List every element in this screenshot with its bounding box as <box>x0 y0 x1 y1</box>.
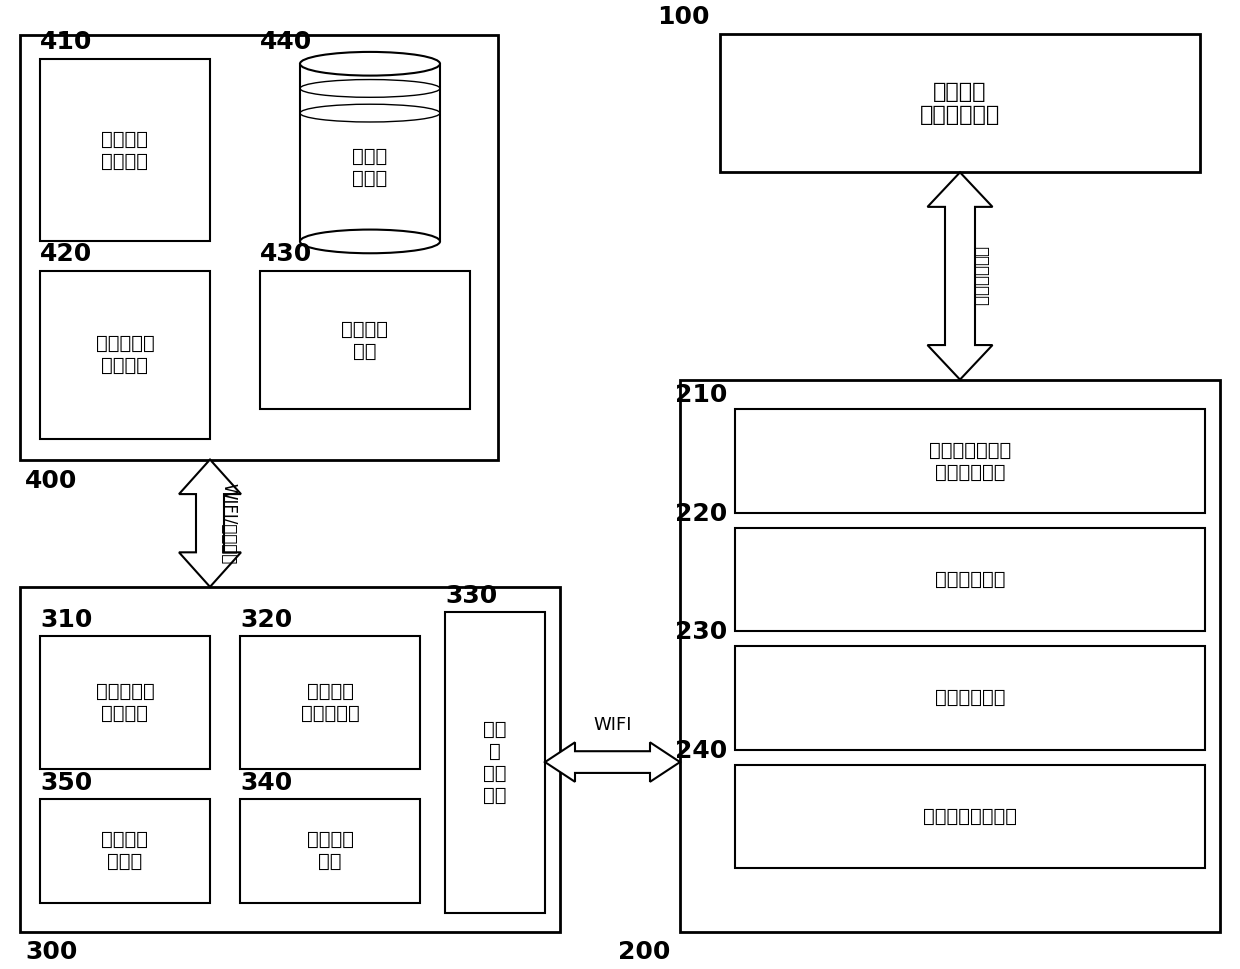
Text: 430: 430 <box>260 242 312 266</box>
Text: 100: 100 <box>657 5 711 29</box>
Bar <box>300 40 440 64</box>
Text: 作业指导书
生成下达: 作业指导书 生成下达 <box>95 334 154 375</box>
Text: 通讯
及
作业
控制: 通讯 及 作业 控制 <box>484 720 507 804</box>
Text: 底层硬件接口: 底层硬件接口 <box>971 246 990 306</box>
Ellipse shape <box>300 52 440 76</box>
Bar <box>735 646 1205 750</box>
Text: 350: 350 <box>40 771 92 796</box>
Text: WIFI/文件传送: WIFI/文件传送 <box>219 483 237 564</box>
Bar <box>241 799 420 903</box>
Text: 界面显示
及操作: 界面显示 及操作 <box>102 830 149 871</box>
Text: 作业指导书
配置解析: 作业指导书 配置解析 <box>95 682 154 723</box>
Text: 410: 410 <box>40 30 92 54</box>
Bar <box>720 34 1200 172</box>
Text: 310: 310 <box>40 609 92 633</box>
Bar <box>735 765 1205 868</box>
Text: 试验过程控制: 试验过程控制 <box>935 570 1006 589</box>
Ellipse shape <box>300 230 440 253</box>
Text: 作业指令
转换与存储: 作业指令 转换与存储 <box>300 682 360 723</box>
Text: 400: 400 <box>25 469 77 493</box>
Polygon shape <box>928 172 992 380</box>
Polygon shape <box>546 742 680 782</box>
Text: 240: 240 <box>675 738 727 763</box>
Bar <box>735 409 1205 513</box>
Bar <box>241 637 420 769</box>
Bar <box>40 799 210 903</box>
Text: 校验测试功能模块: 校验测试功能模块 <box>923 807 1017 826</box>
Text: 220: 220 <box>675 502 727 525</box>
Text: 440: 440 <box>260 30 312 54</box>
Text: 420: 420 <box>40 242 92 266</box>
Bar <box>445 611 546 913</box>
Text: WIFI: WIFI <box>593 716 631 735</box>
Text: 230: 230 <box>675 620 727 644</box>
Bar <box>20 35 498 459</box>
Text: 试验报告
生成: 试验报告 生成 <box>306 830 353 871</box>
Bar <box>735 528 1205 631</box>
Bar <box>40 59 210 241</box>
Text: 被测电网
继电保护系统: 被测电网 继电保护系统 <box>920 81 1001 125</box>
Text: 作业指令和数据
接收处理模块: 作业指令和数据 接收处理模块 <box>929 441 1011 482</box>
Bar <box>260 271 470 409</box>
Bar <box>300 64 440 241</box>
Text: 210: 210 <box>675 383 727 407</box>
Text: 300: 300 <box>25 940 77 964</box>
Bar <box>40 271 210 439</box>
Text: 数据库
子系统: 数据库 子系统 <box>352 147 388 188</box>
Text: 检验结果反馈: 检验结果反馈 <box>935 688 1006 707</box>
Text: 340: 340 <box>241 771 293 796</box>
Text: 320: 320 <box>241 609 293 633</box>
Bar <box>20 587 560 932</box>
Bar <box>40 637 210 769</box>
Polygon shape <box>179 459 241 587</box>
Text: 200: 200 <box>618 940 670 964</box>
Text: 330: 330 <box>445 583 497 608</box>
Text: 试验报告
管理: 试验报告 管理 <box>341 320 388 360</box>
Text: 检修校验
计划管理: 检修校验 计划管理 <box>102 130 149 171</box>
Bar <box>680 380 1220 932</box>
